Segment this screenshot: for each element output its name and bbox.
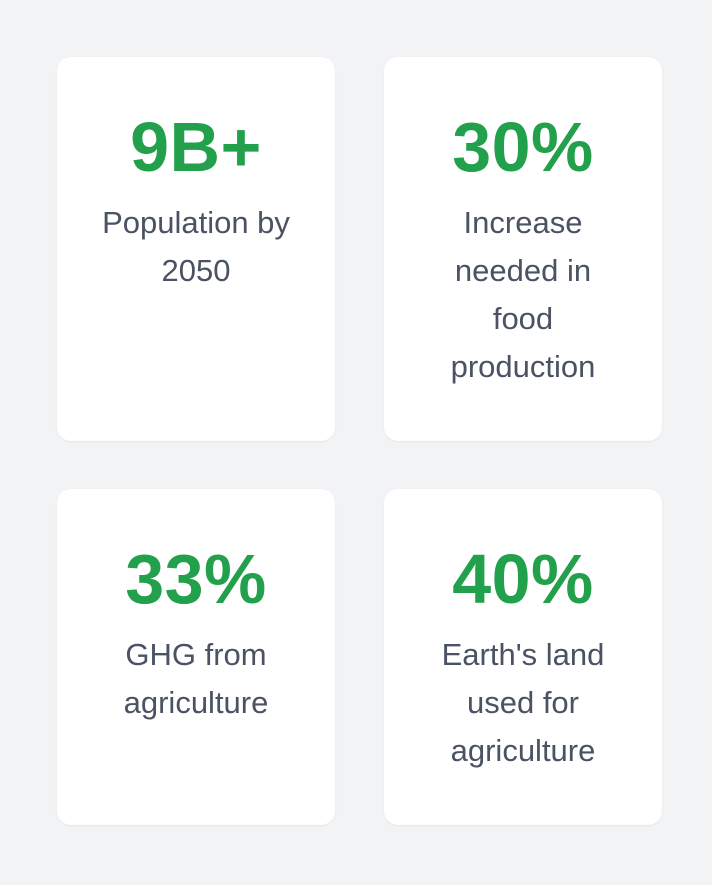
stat-value: 9B+ (130, 108, 262, 186)
stat-card-food-production: 30% Increase needed in food production (384, 57, 662, 441)
stat-label: Increase needed in food production (450, 205, 596, 384)
stat-card-land-use: 40% Earth's land used for agriculture (384, 489, 662, 825)
stat-card-population: 9B+ Population by 2050 (57, 57, 335, 441)
stat-label: Earth's land used for agriculture (441, 637, 605, 768)
stat-value: 33% (125, 540, 267, 618)
stat-value: 40% (452, 540, 594, 618)
stat-value: 30% (452, 108, 594, 186)
stats-grid: 9B+ Population by 2050 30% Increase need… (57, 57, 662, 825)
stat-label: GHG from agriculture (123, 637, 269, 720)
stat-label: Population by 2050 (102, 205, 290, 288)
stat-card-ghg: 33% GHG from agriculture (57, 489, 335, 825)
